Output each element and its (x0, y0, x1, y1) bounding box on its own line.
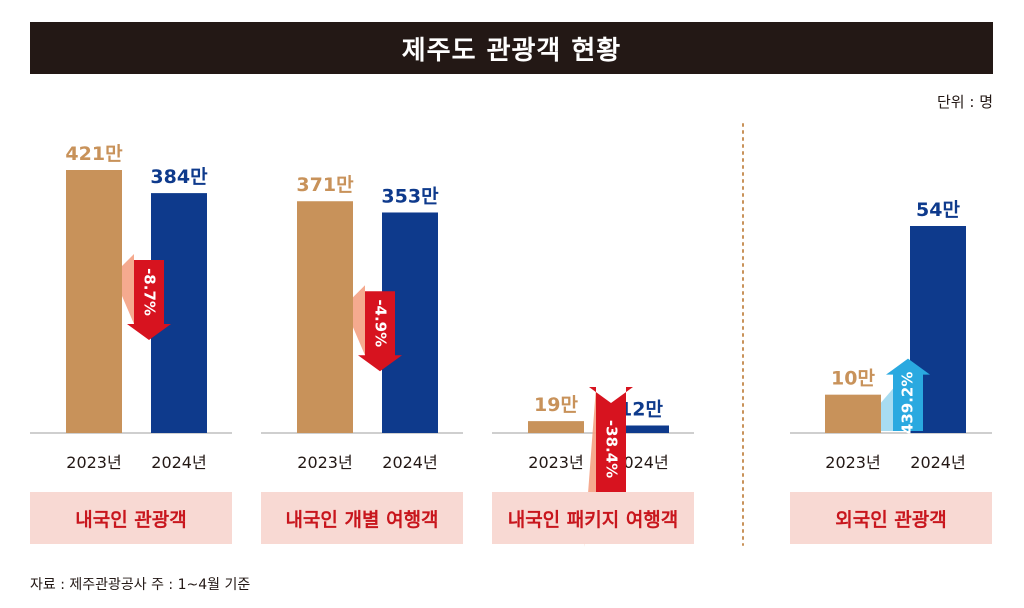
down-arrow-icon-domestic-individual (358, 291, 402, 372)
value-label-domestic-package-2024: 12만 (619, 399, 663, 421)
category-label-domestic-individual-2023: 2023년 (297, 453, 352, 472)
change-label-domestic-individual: -4.9% (372, 299, 390, 347)
panel-label-domestic-package: 내국인 패키지 여행객 (492, 492, 694, 544)
value-label-domestic-individual-2024: 353만 (381, 185, 439, 207)
panel-label-domestic: 내국인 관광객 (30, 492, 232, 544)
value-label-foreign-2023: 10만 (831, 368, 875, 390)
category-label-domestic-2024: 2024년 (151, 453, 206, 472)
category-label-foreign-2024: 2024년 (910, 453, 965, 472)
change-label-foreign: 439.2% (899, 372, 917, 434)
category-label-domestic-2023: 2023년 (66, 453, 121, 472)
category-label-domestic-package-2024: 2024년 (613, 453, 668, 472)
category-label-domestic-package-2023: 2023년 (528, 453, 583, 472)
value-label-domestic-package-2023: 19만 (534, 394, 578, 416)
bar-domestic-package-2023 (528, 421, 584, 433)
value-label-domestic-individual-2023: 371만 (296, 174, 354, 196)
panel-label-domestic-individual: 내국인 개별 여행객 (261, 492, 463, 544)
up-arrow-icon-foreign (886, 358, 930, 431)
change-label-domestic: -8.7% (141, 268, 159, 316)
value-label-domestic-2023: 421만 (65, 143, 123, 165)
bar-foreign-2023 (825, 394, 881, 433)
category-label-domestic-individual-2024: 2024년 (382, 453, 437, 472)
bar-domestic-individual-2023 (297, 201, 353, 433)
down-arrow-icon-domestic (127, 260, 171, 340)
change-band-domestic (122, 254, 134, 324)
change-band-domestic-individual (353, 285, 365, 356)
bar-domestic-package-2024 (613, 425, 669, 433)
unit-label: 단위 : 명 (937, 93, 993, 111)
category-label-foreign-2023: 2023년 (825, 453, 880, 472)
source-note: 자료 : 제주관광공사 주 : 1~4월 기준 (30, 577, 251, 593)
chart-title: 제주도 관광객 현황 (30, 22, 993, 74)
panel-label-foreign: 외국인 관광객 (790, 492, 992, 544)
change-band-foreign (881, 388, 893, 431)
down-arrow-icon-domestic-package (589, 387, 633, 512)
change-label-domestic-package: -38.4% (603, 420, 621, 478)
bar-domestic-2023 (66, 170, 122, 433)
value-label-domestic-2024: 384만 (150, 166, 208, 188)
value-label-foreign-2024: 54만 (916, 199, 960, 221)
